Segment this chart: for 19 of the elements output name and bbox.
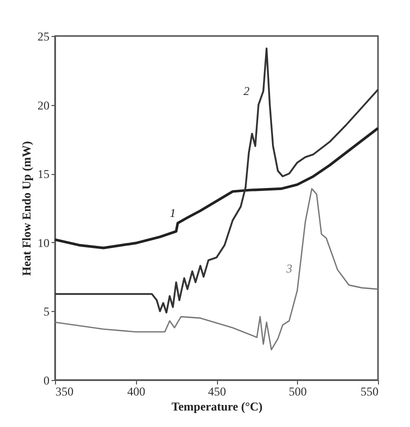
line-series xyxy=(54,188,379,350)
line-series xyxy=(54,126,380,250)
y-tick-label: 25 xyxy=(38,30,50,44)
x-tick-label: 400 xyxy=(127,384,146,398)
y-tick-label: 15 xyxy=(38,167,50,182)
x-tick-label: 500 xyxy=(288,384,307,398)
y-tick-label: 20 xyxy=(38,98,50,112)
series-label: 3 xyxy=(285,262,292,276)
series-label: 2 xyxy=(243,84,250,98)
y-tick-label: 5 xyxy=(44,304,50,319)
x-tick-label: 350 xyxy=(56,384,74,398)
x-tick-label: 450 xyxy=(208,384,226,398)
line-series xyxy=(54,47,379,314)
y-tick-label: 10 xyxy=(38,236,50,250)
y-axis-title: Heat Flow Endo Up (mW) xyxy=(20,141,34,276)
x-tick-label: 550 xyxy=(360,384,378,398)
y-tick-label: 0 xyxy=(44,374,50,388)
x-axis-title: Temperature (°C) xyxy=(171,400,263,414)
series-label: 1 xyxy=(170,206,176,220)
